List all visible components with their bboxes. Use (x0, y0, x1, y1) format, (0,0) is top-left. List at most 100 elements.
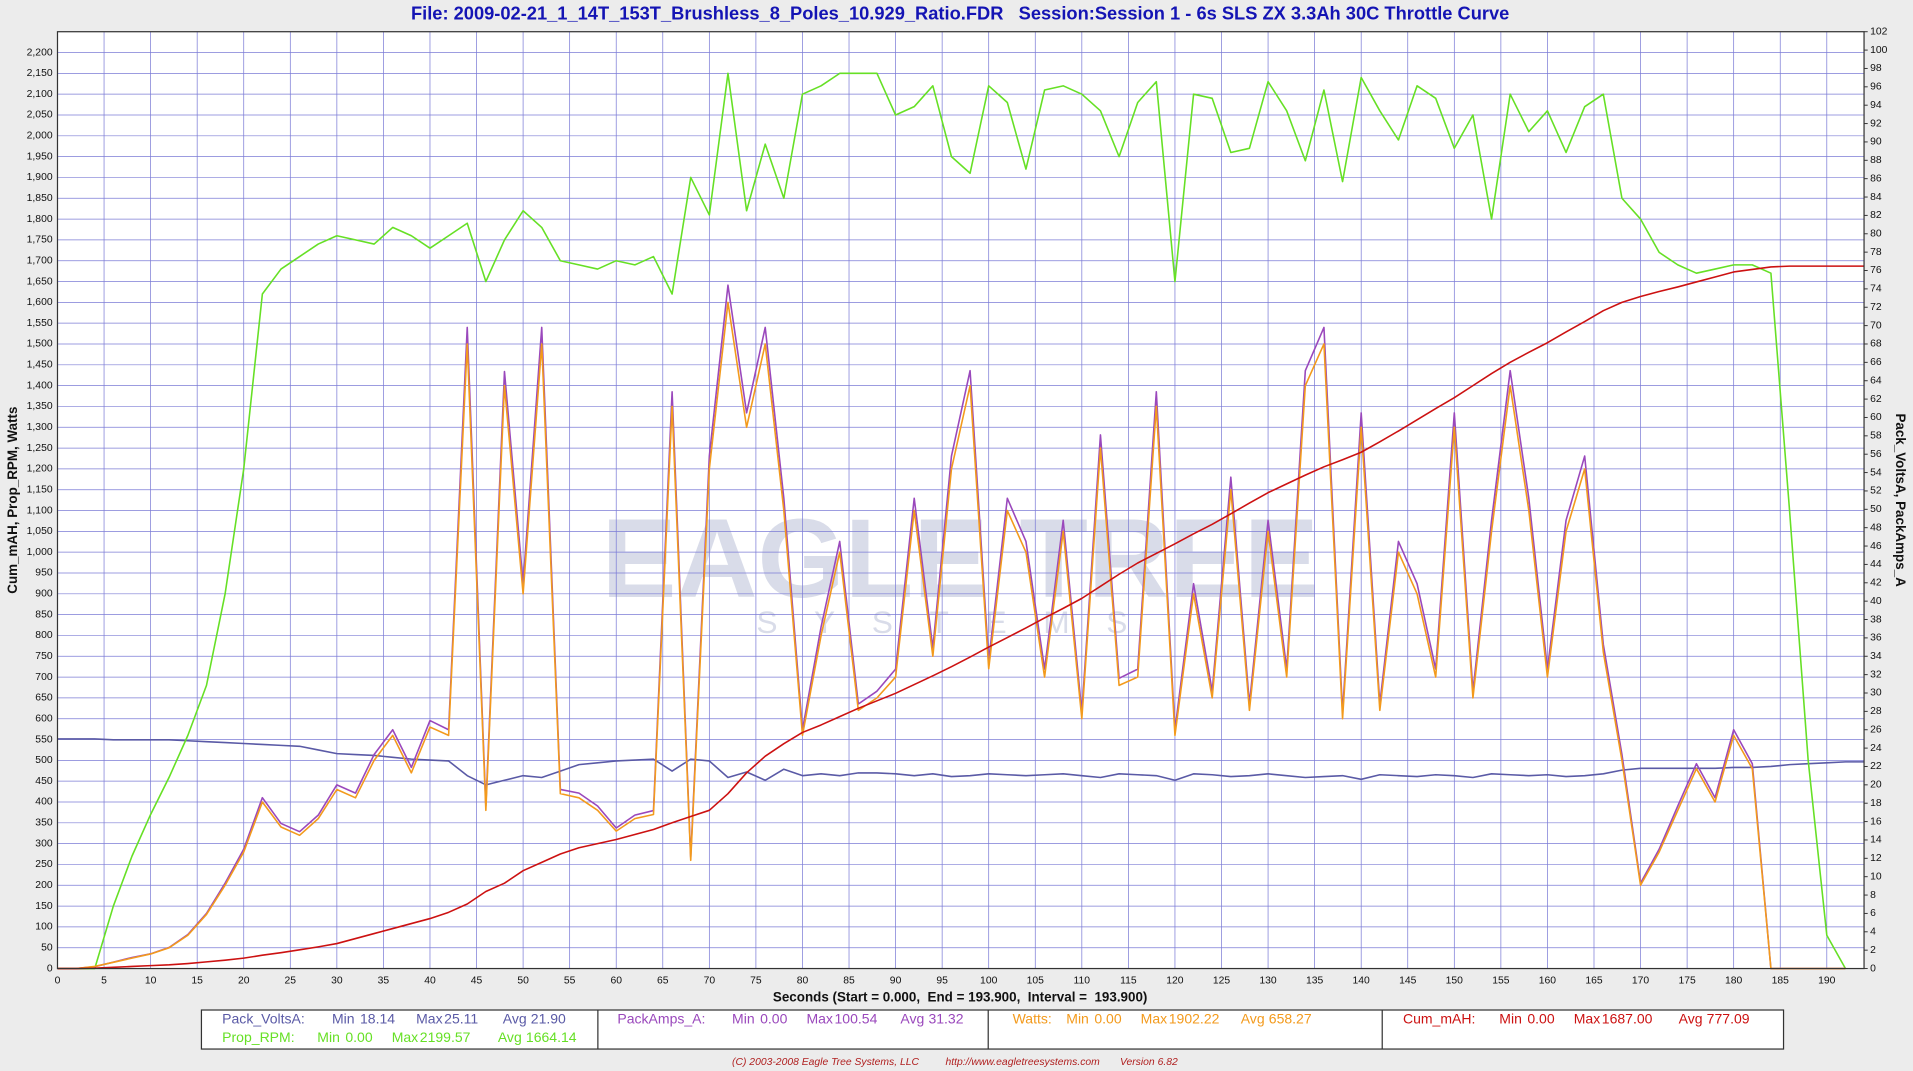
legend-name: PackAmps_A: (617, 1010, 705, 1026)
x-tick-label: 15 (191, 975, 203, 986)
legend-stat-value: 31.32 (928, 1010, 963, 1026)
y2-tick-label: 12 (1870, 853, 1882, 864)
watermark-title: EAGLE TREE (602, 495, 1319, 621)
y-tick-label: 450 (35, 776, 53, 787)
y-tick-label: 300 (35, 838, 53, 849)
y2-tick-label: 66 (1870, 357, 1882, 368)
y2-tick-label: 70 (1870, 320, 1882, 331)
y2-tick-label: 30 (1870, 688, 1882, 699)
x-tick-label: 150 (1446, 975, 1464, 986)
y-tick-label: 950 (35, 568, 53, 579)
y2-tick-label: 90 (1870, 137, 1882, 148)
x-tick-label: 110 (1074, 975, 1091, 986)
y2-tick-label: 84 (1870, 192, 1882, 203)
series-line (57, 738, 1865, 786)
series-line (57, 301, 1846, 970)
y-tick-label: 2,100 (27, 89, 53, 100)
x-tick-label: 135 (1306, 975, 1324, 986)
y-tick-label: 1,050 (27, 526, 53, 537)
y-tick-label: 2,000 (27, 131, 53, 142)
x-tick-label: 175 (1678, 975, 1696, 986)
y2-tick-label: 52 (1870, 486, 1882, 497)
chart-title: File: 2009-02-21_1_14T_153T_Brushless_8_… (411, 2, 1509, 23)
y2-tick-label: 8 (1870, 890, 1876, 901)
y2-tick-label: 96 (1870, 82, 1882, 93)
y2-tick-label: 22 (1870, 761, 1882, 772)
y-tick-label: 700 (35, 672, 53, 683)
y-tick-label: 1,550 (27, 318, 53, 329)
x-tick-label: 105 (1027, 975, 1045, 986)
y2-tick-label: 2 (1870, 945, 1876, 956)
y-tick-label: 550 (35, 734, 53, 745)
x-tick-label: 40 (424, 975, 436, 986)
y2-tick-label: 42 (1870, 578, 1882, 589)
legend-stat-value: 21.90 (531, 1010, 566, 1026)
y2-tick-label: 32 (1870, 669, 1882, 680)
footer-url: http://www.eagletreesystems.com (946, 1057, 1101, 1068)
x-tick-label: 190 (1818, 975, 1836, 986)
y-tick-label: 500 (35, 755, 53, 766)
y2-tick-label: 20 (1870, 780, 1882, 791)
y-axis-label: Cum_mAH, Prop_RPM, Watts (5, 407, 20, 594)
y2-tick-label: 28 (1870, 706, 1882, 717)
y2-tick-label: 54 (1870, 467, 1882, 478)
x-tick-label: 25 (285, 975, 297, 986)
x-tick-label: 180 (1725, 975, 1743, 986)
legend-stat-label: Avg (1241, 1010, 1265, 1026)
legend-stat-label: Min (317, 1029, 340, 1045)
y2-tick-label: 86 (1870, 173, 1882, 184)
y2-tick-label: 100 (1870, 45, 1888, 56)
y-tick-label: 1,650 (27, 276, 53, 287)
y-tick-label: 900 (35, 589, 53, 600)
y2-tick-label: 92 (1870, 118, 1882, 129)
y-tick-label: 1,000 (27, 547, 53, 558)
y-tick-label: 2,150 (27, 68, 53, 79)
watermark-subtitle: SYSTEMS (756, 604, 1164, 640)
legend-stat-value: 0.00 (345, 1029, 372, 1045)
y2-tick-label: 78 (1870, 247, 1882, 258)
y-tick-label: 2,050 (27, 110, 53, 121)
grid (57, 31, 1868, 970)
legend-stat-label: Max (806, 1010, 832, 1026)
footer-version: Version 6.82 (1120, 1057, 1178, 1068)
y-tick-label: 750 (35, 651, 53, 662)
x-tick-label: 165 (1585, 975, 1603, 986)
legend-stat-label: Max (1574, 1010, 1600, 1026)
x-tick-label: 0 (55, 975, 61, 986)
x-tick-label: 50 (517, 975, 529, 986)
legend-name: Pack_VoltsA: (222, 1010, 305, 1026)
series-line (57, 72, 1847, 970)
y2-tick-label: 56 (1870, 449, 1882, 460)
legend-stat-value: 1664.14 (526, 1029, 577, 1045)
x-tick-label: 100 (980, 975, 998, 986)
x-tick-label: 60 (610, 975, 622, 986)
y2-tick-label: 62 (1870, 394, 1882, 405)
x-tick-label: 95 (936, 975, 948, 986)
x-tick-label: 130 (1259, 975, 1277, 986)
x-tick-label: 145 (1399, 975, 1417, 986)
y2-tick-label: 82 (1870, 210, 1882, 221)
y-tick-label: 1,200 (27, 464, 53, 475)
legend-stat-value: 0.00 (760, 1010, 787, 1026)
legend-stat-label: Max (416, 1010, 442, 1026)
y-tick-label: 350 (35, 818, 53, 829)
lines (57, 72, 1865, 970)
x-tick-label: 160 (1539, 975, 1557, 986)
legend-stat-label: Min (732, 1010, 755, 1026)
y-tick-label: 1,400 (27, 380, 53, 391)
y2-axis-label: Pack_VoltsA, PackAmps_A (1893, 413, 1908, 587)
y2-tick-label: 36 (1870, 633, 1882, 644)
legend-box (200, 1009, 1785, 1050)
plot-area (57, 31, 1865, 969)
series-line (57, 265, 1865, 970)
y-tick-label: 1,600 (27, 297, 53, 308)
legend-stat-label: Avg (900, 1010, 924, 1026)
x-tick-label: 120 (1166, 975, 1184, 986)
x-tick-label: 65 (657, 975, 669, 986)
x-tick-label: 185 (1772, 975, 1790, 986)
y2-tick-label: 58 (1870, 431, 1882, 442)
y-tick-label: 1,250 (27, 443, 53, 454)
y2-tick-label: 72 (1870, 302, 1882, 313)
legend-stat-value: 2199.57 (420, 1029, 471, 1045)
